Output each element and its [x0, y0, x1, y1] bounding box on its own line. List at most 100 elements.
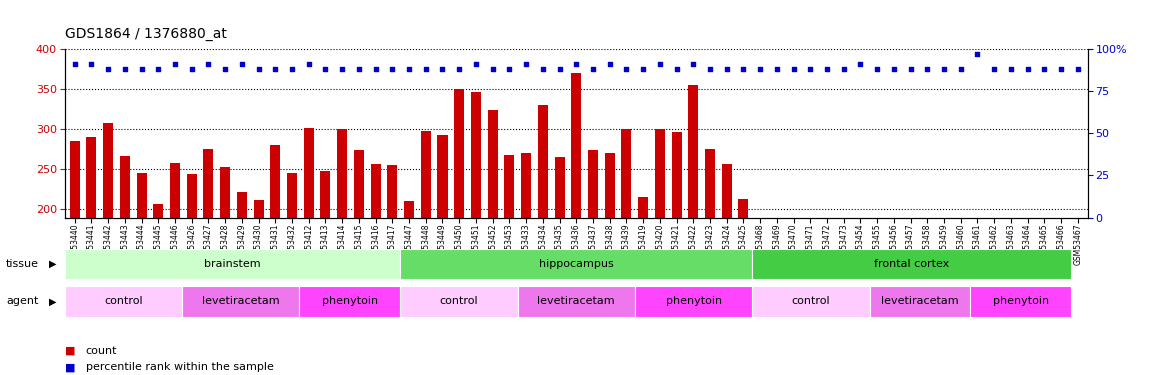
- Bar: [870, 286, 970, 317]
- Point: [1051, 66, 1070, 72]
- Bar: [639, 197, 648, 370]
- Bar: [69, 141, 80, 370]
- Point: [500, 66, 519, 72]
- Point: [349, 66, 368, 72]
- Point: [249, 66, 268, 72]
- Point: [483, 66, 502, 72]
- Point: [968, 51, 987, 57]
- Point: [617, 66, 636, 72]
- Point: [449, 66, 468, 72]
- Text: ▶: ▶: [49, 259, 56, 269]
- Text: levetiracetam: levetiracetam: [537, 297, 615, 306]
- Bar: [789, 324, 799, 370]
- Bar: [354, 150, 363, 370]
- Point: [784, 66, 803, 72]
- Text: tissue: tissue: [6, 259, 39, 269]
- Point: [182, 66, 201, 72]
- Bar: [855, 331, 866, 370]
- Bar: [973, 290, 982, 370]
- Point: [1068, 66, 1087, 72]
- Text: frontal cortex: frontal cortex: [874, 259, 949, 269]
- Point: [433, 66, 452, 72]
- Point: [400, 66, 419, 72]
- Point: [416, 66, 435, 72]
- Bar: [537, 105, 548, 370]
- Bar: [120, 156, 129, 370]
- Bar: [488, 110, 497, 370]
- Point: [634, 66, 653, 72]
- Bar: [387, 165, 397, 370]
- Point: [750, 66, 769, 72]
- Bar: [187, 174, 196, 370]
- Bar: [505, 155, 514, 370]
- Text: ▶: ▶: [49, 297, 56, 306]
- Bar: [970, 286, 1071, 317]
- Bar: [753, 286, 870, 317]
- Bar: [906, 330, 916, 370]
- Text: ■: ■: [65, 363, 75, 372]
- Bar: [153, 204, 163, 370]
- Text: count: count: [86, 346, 118, 355]
- Bar: [722, 164, 731, 370]
- Text: phenytoin: phenytoin: [322, 297, 377, 306]
- Bar: [1073, 338, 1083, 370]
- Point: [734, 66, 753, 72]
- Point: [684, 61, 703, 67]
- Point: [233, 61, 252, 67]
- Text: control: control: [103, 297, 142, 306]
- Point: [199, 61, 218, 67]
- Bar: [220, 167, 230, 370]
- Bar: [1005, 328, 1016, 370]
- Point: [834, 66, 853, 72]
- Point: [149, 66, 168, 72]
- Point: [166, 61, 185, 67]
- Bar: [400, 249, 753, 279]
- Text: agent: agent: [6, 297, 39, 306]
- Bar: [922, 322, 933, 370]
- Text: phenytoin: phenytoin: [993, 297, 1049, 306]
- Point: [66, 61, 85, 67]
- Bar: [521, 153, 532, 370]
- Bar: [704, 149, 715, 370]
- Point: [366, 66, 385, 72]
- Bar: [655, 129, 664, 370]
- Point: [851, 61, 870, 67]
- Bar: [604, 153, 615, 370]
- Bar: [889, 328, 898, 370]
- Point: [583, 66, 602, 72]
- Bar: [806, 362, 815, 370]
- Bar: [300, 286, 400, 317]
- Point: [383, 66, 402, 72]
- Point: [600, 61, 619, 67]
- Bar: [838, 331, 849, 370]
- Point: [1018, 66, 1037, 72]
- Point: [266, 66, 285, 72]
- Point: [717, 66, 736, 72]
- Bar: [65, 286, 182, 317]
- Bar: [338, 129, 347, 370]
- Point: [132, 66, 151, 72]
- Bar: [1040, 328, 1049, 370]
- Text: ■: ■: [65, 346, 75, 355]
- Point: [901, 66, 920, 72]
- Bar: [320, 171, 330, 370]
- Point: [935, 66, 954, 72]
- Text: GDS1864 / 1376880_at: GDS1864 / 1376880_at: [65, 27, 227, 41]
- Bar: [755, 332, 766, 370]
- Text: control: control: [440, 297, 479, 306]
- Bar: [635, 286, 753, 317]
- Point: [951, 66, 970, 72]
- Point: [333, 66, 352, 72]
- Text: percentile rank within the sample: percentile rank within the sample: [86, 363, 274, 372]
- Point: [215, 66, 234, 72]
- Bar: [136, 173, 147, 370]
- Bar: [1023, 328, 1033, 370]
- Bar: [254, 200, 263, 370]
- Text: brainstem: brainstem: [205, 259, 261, 269]
- Point: [817, 66, 836, 72]
- Bar: [203, 149, 214, 370]
- Bar: [287, 172, 298, 370]
- Bar: [182, 286, 300, 317]
- Text: phenytoin: phenytoin: [666, 297, 722, 306]
- Bar: [572, 73, 581, 370]
